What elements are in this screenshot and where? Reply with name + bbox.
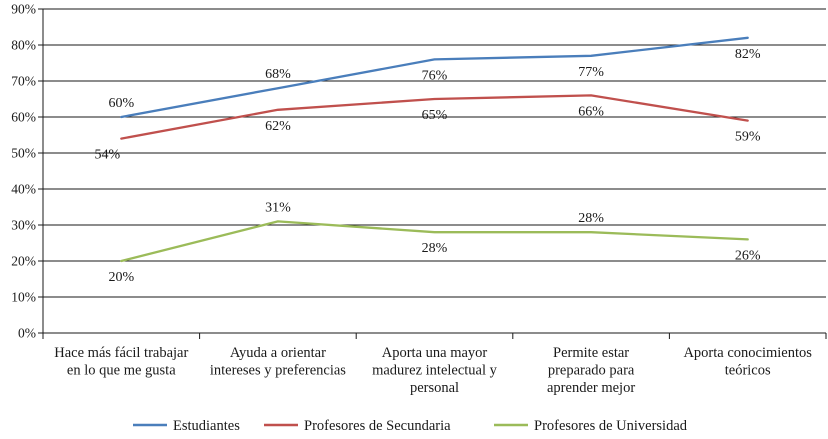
x-category-label: Permite estar preparado para aprender mejo… bbox=[547, 345, 635, 396]
data-label: 76% bbox=[422, 68, 448, 83]
y-tick-label: 80% bbox=[11, 38, 36, 53]
legend: Estudiantes Profesores de Secundaria Profe… bbox=[133, 418, 688, 434]
y-tick-label: 70% bbox=[11, 74, 36, 89]
x-axis: Hace más fácil trabajar en lo que me gust… bbox=[42, 333, 827, 396]
x-category-label: Aporta una mayor madurez intelectual y per… bbox=[372, 345, 498, 396]
data-label: 65% bbox=[422, 108, 448, 123]
gridlines bbox=[43, 8, 826, 334]
legend-label: Estudiantes bbox=[173, 418, 240, 434]
data-label: 59% bbox=[735, 130, 761, 145]
data-label: 60% bbox=[108, 96, 134, 111]
x-category-label: Hace más fácil trabajar en lo que me gust… bbox=[54, 345, 188, 379]
y-tick-label: 60% bbox=[11, 110, 36, 125]
data-label: 28% bbox=[578, 211, 604, 226]
legend-label: Profesores de Universidad bbox=[534, 418, 688, 434]
y-tick-label: 10% bbox=[11, 290, 36, 305]
series-lines bbox=[120, 36, 749, 263]
y-tick-label: 40% bbox=[11, 182, 36, 197]
data-label: 20% bbox=[108, 270, 134, 285]
data-label: 77% bbox=[578, 65, 604, 80]
y-tick-label: 30% bbox=[11, 218, 36, 233]
y-tick-label: 0% bbox=[18, 326, 36, 341]
series-line-3 bbox=[120, 220, 749, 263]
x-category-label: Ayuda a orientar intereses y preferencias bbox=[210, 345, 346, 379]
y-tick-label: 50% bbox=[11, 146, 36, 161]
data-labels: 60% 68% 76% 77% 82% 54% 62% 65% 66% 59% 20% 31% 28% 2… bbox=[94, 47, 760, 285]
data-label: 68% bbox=[265, 67, 291, 82]
legend-label: Profesores de Secundaria bbox=[304, 418, 451, 434]
data-label: 26% bbox=[735, 248, 761, 263]
y-axis-ticks: 0% 10% 20% 30% 40% 50% 60% 70% 80% 90% bbox=[11, 2, 44, 341]
data-label: 62% bbox=[265, 119, 291, 134]
data-label: 28% bbox=[422, 241, 448, 256]
data-label: 54% bbox=[94, 148, 120, 163]
data-label: 31% bbox=[265, 200, 291, 215]
series-line-1 bbox=[120, 36, 749, 119]
data-label: 66% bbox=[578, 104, 604, 119]
y-tick-label: 90% bbox=[11, 2, 36, 17]
series-line-2 bbox=[120, 94, 749, 140]
x-category-label: Aporta conocimientos teóricos bbox=[683, 345, 812, 379]
y-tick-label: 20% bbox=[11, 254, 36, 269]
data-label: 82% bbox=[735, 47, 761, 62]
